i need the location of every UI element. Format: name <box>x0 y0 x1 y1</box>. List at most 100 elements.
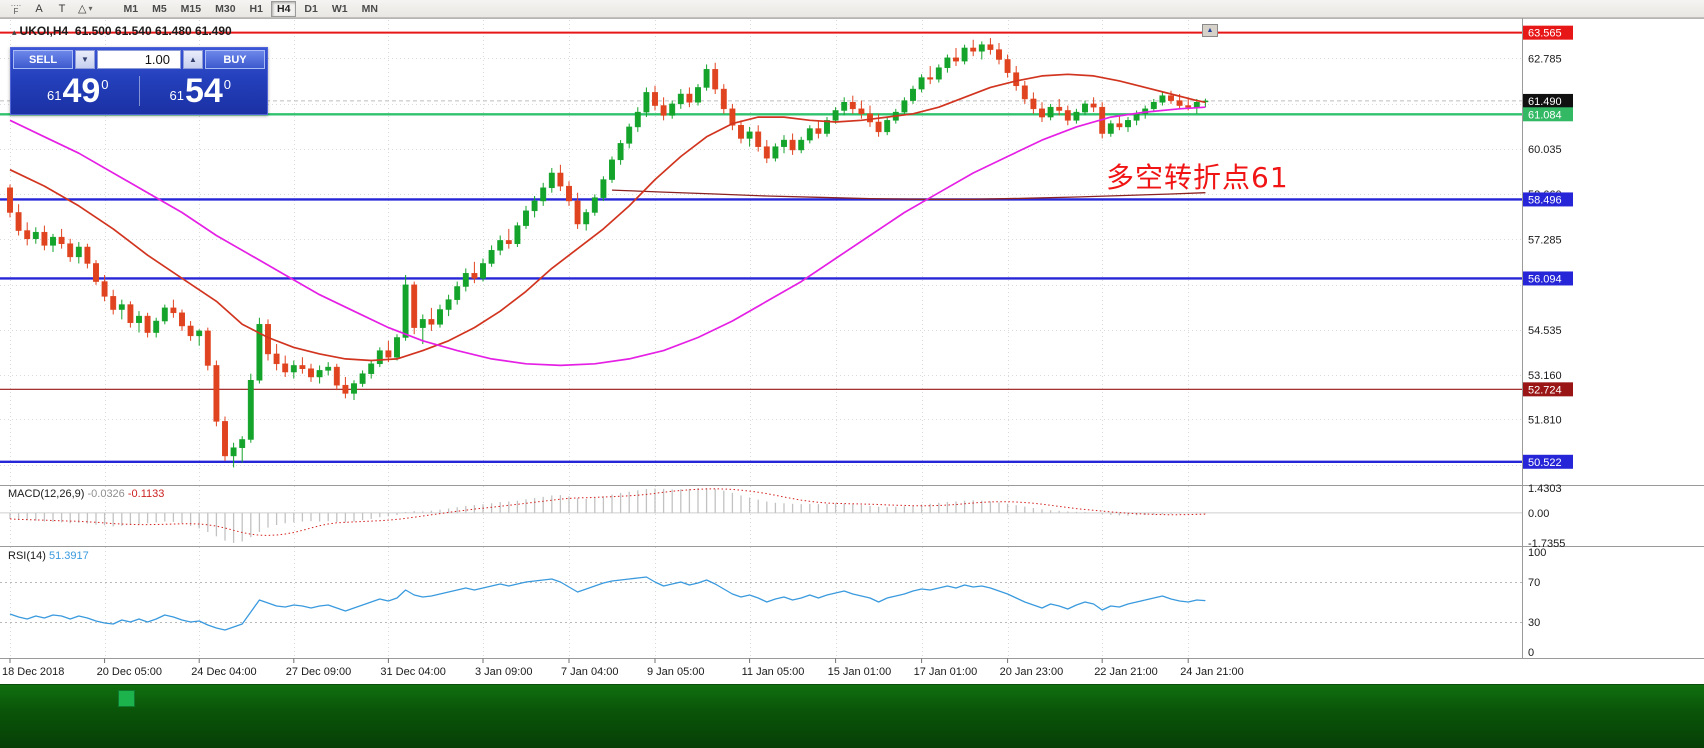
price-tag-56.094 <box>1523 271 1573 286</box>
svg-text:20 Dec 05:00: 20 Dec 05:00 <box>97 666 162 678</box>
ask-price-prefix: 61 <box>169 88 184 103</box>
chart-marker-icon: ▴ <box>12 27 17 37</box>
toolbar: ···· F A T △ ▾ M1 M5 M15 M30 H1 H4 D1 W1 MN <box>0 0 1704 18</box>
bid-price-sup: 0 <box>101 77 109 92</box>
bottom-green-bar <box>0 684 1704 748</box>
timeframe-button-m5[interactable]: M5 <box>146 1 173 17</box>
svg-text:24 Dec 04:00: 24 Dec 04:00 <box>191 666 256 678</box>
selection-tool-button[interactable]: ···· F <box>6 1 26 17</box>
grid-layer <box>0 20 1522 658</box>
price-tag-52.724 <box>1523 382 1573 397</box>
chart-canvas[interactable]: 62.78560.03558.66057.28554.53553.16051.8… <box>0 18 1704 684</box>
svg-text:57.285: 57.285 <box>1528 234 1562 246</box>
svg-text:60.035: 60.035 <box>1528 144 1562 156</box>
timeframe-button-h4[interactable]: H4 <box>270 0 297 17</box>
svg-text:54.535: 54.535 <box>1528 325 1562 337</box>
pane-separators <box>0 18 1704 659</box>
macd-indicator-label: MACD(12,26,9) -0.0326 -0.1133 <box>8 488 164 500</box>
rsi-indicator-label: RSI(14) 51.3917 <box>8 550 89 562</box>
ask-price[interactable]: 61 54 0 <box>140 74 262 108</box>
svg-text:1.4303: 1.4303 <box>1528 483 1562 495</box>
svg-text:18 Dec 2018: 18 Dec 2018 <box>2 666 64 678</box>
price-tag-61.490 <box>1523 93 1573 108</box>
chart-title: ▴ UKOI,H4 61.500 61.540 61.480 61.490 <box>12 24 232 38</box>
timeframe-button-d1[interactable]: D1 <box>298 1 323 17</box>
svg-text:24 Jan 21:00: 24 Jan 21:00 <box>1180 666 1244 678</box>
svg-text:62.785: 62.785 <box>1528 53 1562 65</box>
price-tag-50.522 <box>1523 454 1573 469</box>
ma-maroon <box>611 189 1206 200</box>
shapes-tool-button[interactable]: △ ▾ <box>75 1 95 17</box>
svg-text:63.565: 63.565 <box>1528 28 1562 40</box>
bid-price-big: 49 <box>62 72 101 110</box>
svg-text:61.084: 61.084 <box>1528 109 1562 121</box>
rsi-value: 51.3917 <box>48 550 89 562</box>
lot-increase-button[interactable]: ▲ <box>183 50 203 69</box>
timeframe-button-m1[interactable]: M1 <box>117 1 144 17</box>
ma-red <box>9 73 1206 362</box>
ask-price-sup: 0 <box>223 77 232 92</box>
chart-window[interactable]: 62.78560.03558.66057.28554.53553.16051.8… <box>0 18 1704 684</box>
svg-text:56.094: 56.094 <box>1528 273 1562 285</box>
svg-text:11 Jan 05:00: 11 Jan 05:00 <box>742 666 805 678</box>
ma-maroon-layer <box>611 189 1206 200</box>
dropdown-caret-icon: ▾ <box>88 3 93 13</box>
macd-layer <box>0 488 1522 543</box>
price-tag-63.565 <box>1523 25 1573 40</box>
chart-symbol-label: UKOI,H4 <box>19 24 69 38</box>
time-axis[interactable]: 18 Dec 2018 20 Dec 05:00 24 Dec 04:00 27 De… <box>2 658 1244 679</box>
bottom-bar-square <box>118 690 135 707</box>
svg-text:61.490: 61.490 <box>1528 96 1562 108</box>
timeframe-button-h1[interactable]: H1 <box>244 1 269 17</box>
svg-text:58.496: 58.496 <box>1528 194 1562 206</box>
svg-text:27 Dec 09:00: 27 Dec 09:00 <box>286 666 351 678</box>
lot-size-input[interactable] <box>97 50 181 69</box>
price-tag-61.084 <box>1523 107 1573 122</box>
price-tag-58.496 <box>1523 192 1573 207</box>
svg-text:3 Jan 09:00: 3 Jan 09:00 <box>475 666 533 678</box>
bid-price[interactable]: 61 49 0 <box>17 74 139 108</box>
svg-text:0.00: 0.00 <box>1528 508 1549 520</box>
svg-text:15 Jan 01:00: 15 Jan 01:00 <box>828 666 892 678</box>
svg-text:30: 30 <box>1528 617 1540 629</box>
ma-magenta <box>9 106 1206 367</box>
timeframe-button-m30[interactable]: M30 <box>209 1 241 17</box>
svg-text:52.724: 52.724 <box>1528 384 1562 396</box>
svg-text:70: 70 <box>1528 577 1540 589</box>
svg-text:9 Jan 05:00: 9 Jan 05:00 <box>647 666 705 678</box>
svg-text:53.160: 53.160 <box>1528 370 1562 382</box>
chart-scroll-button[interactable]: ▲ <box>1202 24 1218 37</box>
svg-text:-1.7355: -1.7355 <box>1528 538 1565 550</box>
ask-price-big: 54 <box>184 72 223 110</box>
macd-signal-value: -0.1133 <box>127 488 165 500</box>
svg-text:0: 0 <box>1528 647 1534 659</box>
svg-text:22 Jan 21:00: 22 Jan 21:00 <box>1094 666 1158 678</box>
svg-text:31 Dec 04:00: 31 Dec 04:00 <box>380 666 445 678</box>
buy-button[interactable]: BUY <box>205 50 265 69</box>
lot-decrease-button[interactable]: ▼ <box>75 50 95 69</box>
text-annotation-tool-button[interactable]: A <box>29 1 49 17</box>
macd-main-value: -0.0326 <box>87 488 125 500</box>
price-axis[interactable]: 62.78560.03558.66057.28554.53553.16051.8… <box>1523 25 1573 659</box>
chart-ohlc-values: 61.500 61.540 61.480 61.490 <box>74 24 232 38</box>
trade-controls-row: SELL ▼ ▲ BUY <box>11 48 267 70</box>
ma-lines-layer <box>9 73 1206 367</box>
timeframe-buttons-group: M1 M5 M15 M30 H1 H4 D1 W1 MN <box>117 0 384 17</box>
bid-price-prefix: 61 <box>46 88 62 103</box>
rsi-layer <box>0 576 1522 631</box>
rsi-name: RSI(14) <box>8 550 46 562</box>
svg-text:17 Jan 01:00: 17 Jan 01:00 <box>914 666 978 678</box>
sell-button[interactable]: SELL <box>13 50 73 69</box>
timeframe-button-w1[interactable]: W1 <box>326 1 354 17</box>
trade-prices-row: 61 49 0 61 54 0 <box>11 70 267 112</box>
svg-text:20 Jan 23:00: 20 Jan 23:00 <box>1000 666 1064 678</box>
timeframe-button-m15[interactable]: M15 <box>175 1 207 17</box>
text-label-tool-button[interactable]: T <box>52 1 72 17</box>
svg-text:50.522: 50.522 <box>1528 457 1562 469</box>
chart-text-annotation[interactable]: 多空转折点61 <box>1106 161 1289 194</box>
rsi-line <box>9 576 1206 631</box>
timeframe-button-mn[interactable]: MN <box>356 1 384 17</box>
svg-text:51.810: 51.810 <box>1528 414 1562 426</box>
